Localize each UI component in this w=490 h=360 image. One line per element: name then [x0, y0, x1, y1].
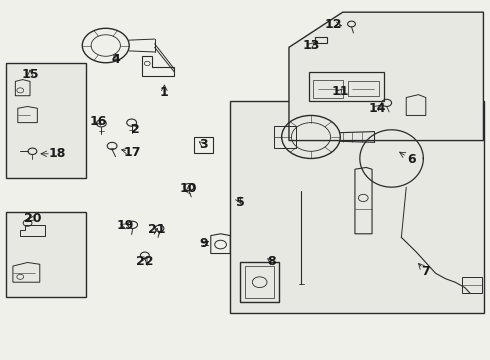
Text: 5: 5	[236, 196, 245, 209]
Text: 22: 22	[136, 255, 153, 268]
Text: 19: 19	[117, 219, 134, 233]
Text: 15: 15	[21, 68, 39, 81]
FancyBboxPatch shape	[5, 63, 86, 178]
Text: 9: 9	[199, 237, 208, 250]
FancyBboxPatch shape	[5, 212, 86, 297]
Text: 11: 11	[332, 85, 349, 98]
Text: 16: 16	[90, 116, 107, 129]
Polygon shape	[289, 12, 484, 140]
Text: 21: 21	[148, 223, 166, 236]
Text: 20: 20	[24, 212, 41, 225]
FancyBboxPatch shape	[230, 101, 485, 313]
Text: 10: 10	[180, 182, 197, 195]
Text: 1: 1	[160, 86, 169, 99]
Text: 8: 8	[268, 255, 276, 268]
Text: 17: 17	[124, 146, 142, 159]
Text: 14: 14	[368, 102, 386, 115]
Text: 18: 18	[48, 147, 66, 160]
Text: 4: 4	[111, 53, 120, 66]
Text: 13: 13	[302, 39, 319, 52]
Text: 6: 6	[407, 153, 416, 166]
Text: 12: 12	[324, 18, 342, 31]
Text: 7: 7	[421, 265, 430, 278]
Text: 2: 2	[131, 122, 140, 136]
Text: 3: 3	[199, 138, 208, 151]
